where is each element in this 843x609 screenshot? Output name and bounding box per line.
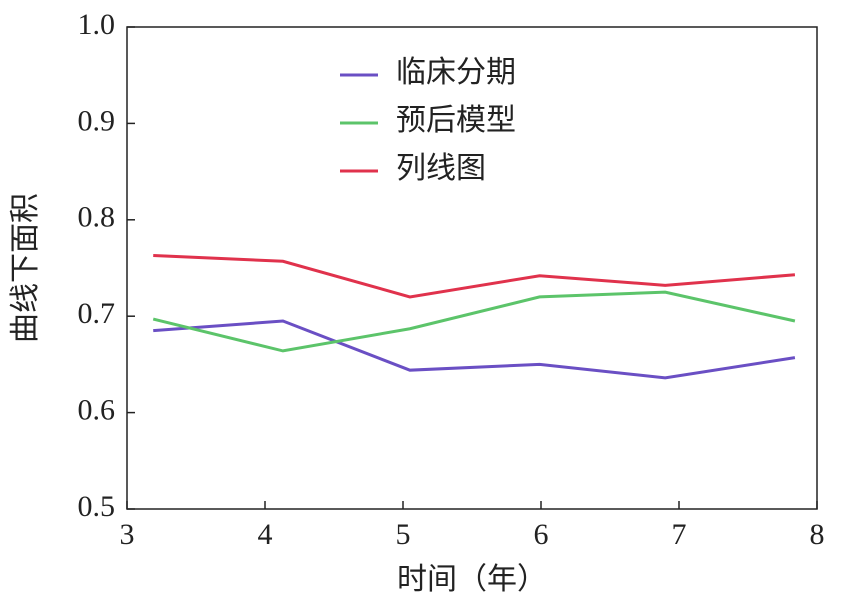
plot-frame (126, 26, 818, 510)
y-tick-label: 0.6 (78, 393, 116, 426)
data-line (153, 319, 796, 380)
y-tick-label: 0.7 (78, 297, 116, 330)
legend-label: 列线图 (396, 152, 486, 185)
legend-label: 预后模型 (396, 104, 516, 137)
x-tick-label: 6 (534, 518, 549, 551)
x-tick-label: 7 (672, 518, 687, 551)
legend-label: 临床分期 (396, 56, 516, 89)
y-tick-label: 0.8 (78, 201, 116, 234)
y-tick-label: 0.9 (78, 104, 116, 137)
x-axis-label: 时间（年） (397, 563, 547, 596)
y-axis-label: 曲线下面积 (9, 193, 42, 343)
data-line (153, 253, 796, 299)
x-tick-label: 5 (396, 518, 411, 551)
y-tick-label: 1.0 (78, 8, 116, 41)
x-tick-label: 4 (258, 518, 273, 551)
data-line (152, 290, 796, 353)
x-tick-label: 8 (810, 518, 825, 551)
y-tick-label: 0.5 (78, 490, 116, 523)
x-tick-label: 3 (120, 518, 135, 551)
